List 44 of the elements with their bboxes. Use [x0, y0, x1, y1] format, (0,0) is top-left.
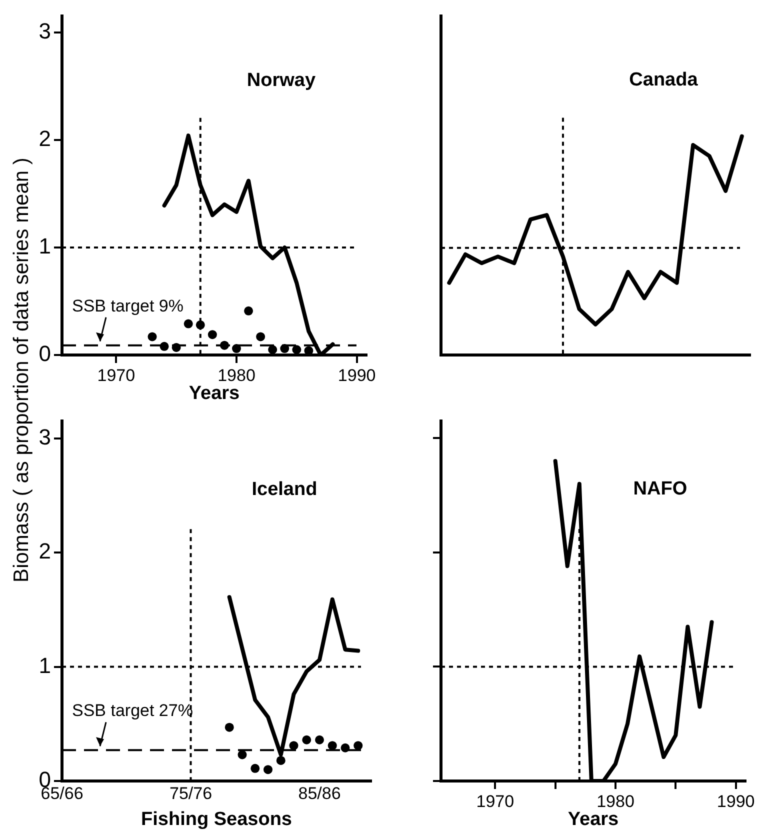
- x-tick-label: 85/86: [298, 784, 341, 803]
- point: [264, 765, 272, 774]
- x-axis-title: Years: [568, 808, 619, 830]
- point: [256, 332, 266, 342]
- ref-line-label: SSB target 27%: [72, 701, 193, 720]
- point: [184, 319, 193, 328]
- x-axis-title: Years: [188, 382, 240, 404]
- y-axis-title: Biomass ( as proportion of data series mean ): [10, 158, 34, 582]
- y-tick-label: 1: [38, 652, 51, 678]
- point: [276, 756, 286, 765]
- point: [328, 741, 337, 750]
- x-tick-label: 1990: [716, 792, 755, 811]
- y-tick-label: 2: [38, 126, 51, 151]
- point: [238, 750, 247, 760]
- x-tick-label: 1980: [596, 792, 634, 811]
- point: [354, 741, 363, 750]
- point: [250, 764, 260, 773]
- y-tick-label: 0: [38, 341, 51, 366]
- text: Iceland: [252, 478, 318, 500]
- point: [148, 332, 157, 342]
- x-tick-label: 75/76: [169, 784, 212, 803]
- chart-title: Canada: [629, 70, 698, 91]
- point: [232, 344, 241, 354]
- y-tick-label: 3: [38, 424, 51, 450]
- y-tick-label: 1: [38, 234, 51, 259]
- text: NAFO: [633, 478, 688, 500]
- x-tick-label: 1970: [476, 792, 514, 811]
- text: Norway: [246, 70, 316, 91]
- x-axis-title: Fishing Seasons: [141, 808, 292, 830]
- x-tick-label: 1990: [338, 366, 376, 385]
- point: [224, 722, 234, 732]
- x-tick-label: 1970: [97, 366, 136, 385]
- point: [208, 330, 217, 340]
- point: [268, 345, 278, 354]
- point: [302, 735, 312, 744]
- x-tick-label: 1980: [218, 366, 256, 385]
- point: [292, 345, 302, 354]
- y-tick-label: 3: [38, 18, 51, 44]
- y-tick-label: 2: [38, 538, 51, 564]
- point: [244, 306, 254, 316]
- point: [315, 735, 324, 744]
- point: [289, 741, 298, 750]
- ref-line-label: SSB target 9%: [72, 296, 184, 316]
- point: [340, 743, 350, 752]
